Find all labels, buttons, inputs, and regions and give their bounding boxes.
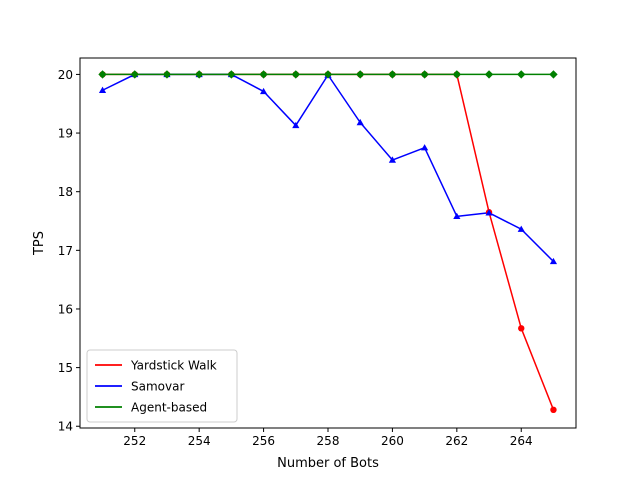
x-tick-label: 264: [510, 434, 533, 448]
data-point-samovar: [421, 144, 429, 151]
y-tick-label: 17: [58, 244, 73, 258]
data-point-samovar: [453, 212, 461, 220]
data-point-samovar: [292, 121, 300, 129]
data-point-agent-based: [484, 70, 494, 79]
data-point-samovar: [98, 86, 107, 93]
legend-label-agent-based: Agent-based: [131, 401, 207, 415]
data-point-agent-based: [291, 70, 300, 79]
plot-markers: [98, 70, 558, 414]
data-point-agent-based: [517, 70, 526, 79]
data-point-agent-based: [420, 70, 429, 79]
y-tick-label: 14: [58, 420, 73, 434]
data-point-agent-based: [130, 70, 139, 79]
y-tick-label: 15: [58, 361, 73, 375]
data-point-samovar: [356, 118, 364, 126]
x-axis-ticks: 252 254 256 258 260 262 264: [123, 428, 533, 448]
y-axis-label: TPS: [32, 231, 47, 256]
data-point-samovar: [388, 156, 397, 163]
x-tick-label: 256: [252, 434, 275, 448]
x-tick-label: 258: [317, 434, 340, 448]
legend: Yardstick Walk Samovar Agent-based: [86, 349, 238, 423]
data-point-samovar: [517, 225, 525, 232]
x-tick-label: 252: [123, 434, 146, 448]
y-axis-ticks: 14 15 16 17 18 19 20: [58, 68, 80, 434]
data-point-agent-based: [388, 70, 397, 79]
data-point-agent-based: [194, 70, 204, 79]
y-tick-label: 20: [58, 68, 73, 82]
data-point-agent-based: [323, 70, 333, 79]
legend-box: [86, 349, 238, 423]
data-point-agent-based: [162, 70, 172, 79]
data-point-agent-based: [452, 70, 462, 79]
x-tick-label: 260: [381, 434, 404, 448]
x-tick-label: 254: [188, 434, 211, 448]
data-point-yardstick-walk: [550, 406, 557, 414]
data-point-agent-based: [259, 70, 268, 79]
data-point-samovar: [549, 257, 558, 265]
data-point-agent-based: [227, 70, 236, 79]
data-point-agent-based: [356, 70, 365, 79]
data-point-agent-based: [549, 70, 558, 79]
y-tick-label: 18: [58, 185, 73, 199]
data-point-samovar: [259, 87, 268, 95]
y-tick-label: 16: [58, 302, 73, 316]
legend-label-samovar: Samovar: [131, 380, 184, 394]
legend-label-yardstick-walk: Yardstick Walk: [130, 359, 217, 373]
data-point-agent-based: [98, 70, 107, 79]
data-point-samovar: [485, 209, 493, 216]
x-axis-label: Number of Bots: [277, 456, 379, 471]
y-tick-label: 19: [58, 127, 73, 141]
x-tick-label: 262: [445, 434, 468, 448]
data-point-yardstick-walk: [518, 325, 525, 332]
